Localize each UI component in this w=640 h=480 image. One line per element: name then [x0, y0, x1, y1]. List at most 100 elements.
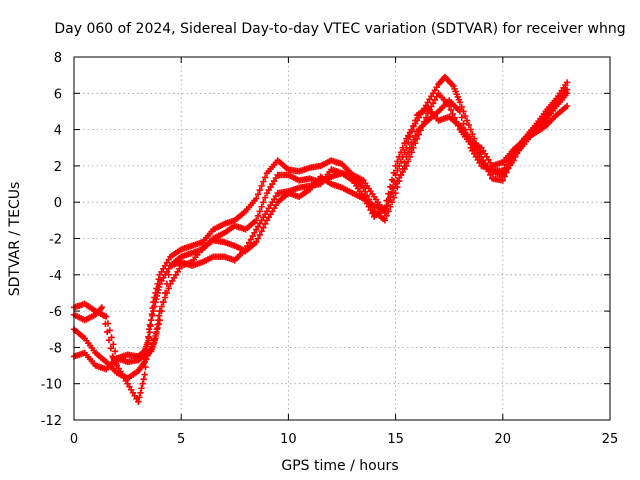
data-point [254, 212, 262, 220]
data-point [261, 174, 269, 181]
data-point [146, 321, 154, 328]
data-point [390, 185, 398, 192]
data-point [107, 345, 115, 352]
data-point [429, 100, 437, 107]
data-point [385, 208, 392, 215]
data-point [165, 285, 172, 292]
data-point [100, 312, 107, 319]
data-point [422, 114, 430, 121]
data-point [403, 162, 410, 170]
data-point [449, 110, 456, 118]
data-point [163, 289, 171, 297]
x-tick-label: 25 [602, 432, 619, 447]
y-tick-label: -6 [49, 305, 62, 320]
data-point [499, 168, 506, 175]
data-point [160, 298, 167, 306]
series-day-a [70, 102, 571, 362]
data-point [563, 102, 571, 110]
data-point [258, 182, 265, 190]
data-point [412, 140, 419, 147]
data-point [401, 140, 408, 147]
data-point [420, 118, 428, 125]
data-point [102, 320, 109, 328]
data-point [419, 122, 426, 130]
data-point [415, 131, 423, 138]
data-point [447, 106, 455, 114]
series-day-b [70, 73, 571, 406]
data-point [105, 336, 113, 344]
data-point [104, 328, 111, 336]
data-point [383, 202, 390, 209]
data-point [387, 183, 394, 190]
data-point [467, 126, 474, 133]
data-point [161, 294, 169, 301]
data-point [136, 394, 143, 401]
y-tick-label: -4 [49, 269, 62, 284]
data-point [446, 102, 453, 110]
data-point [408, 140, 415, 148]
data-point [417, 127, 424, 134]
data-point [397, 149, 405, 156]
data-point [504, 158, 512, 165]
data-point [387, 203, 394, 210]
data-point [388, 189, 396, 196]
y-tick-label: 4 [54, 124, 62, 139]
data-point [260, 199, 267, 206]
data-point [98, 304, 106, 311]
data-point [249, 232, 256, 240]
series-day-d [70, 90, 571, 373]
data-point [137, 389, 144, 396]
y-tick-label: -10 [41, 378, 62, 393]
data-point [395, 153, 403, 161]
data-point [261, 220, 269, 228]
data-point [149, 312, 156, 319]
data-point [158, 303, 165, 310]
data-point [563, 90, 571, 97]
data-point [499, 177, 506, 184]
chart-title: Day 060 of 2024, Sidereal Day-to-day VTE… [54, 21, 625, 37]
data-point [431, 96, 439, 104]
data-point [139, 380, 146, 387]
data-point [256, 231, 264, 239]
data-point [260, 224, 267, 231]
data-point [458, 103, 465, 111]
data-point [251, 229, 258, 236]
data-point [147, 316, 155, 324]
data-point [261, 194, 269, 201]
data-point [253, 217, 260, 224]
data-point [360, 184, 367, 191]
data-point [462, 112, 469, 120]
data-point [253, 195, 260, 202]
y-axis-label: SDTVAR / TECUs [7, 182, 23, 297]
data-point [144, 341, 151, 348]
data-point [381, 206, 389, 213]
data-point [156, 307, 163, 315]
y-tick-label: -2 [49, 233, 62, 248]
data-point [487, 171, 494, 179]
data-point [145, 333, 152, 341]
data-point [392, 162, 399, 170]
data-point [394, 158, 401, 165]
data-point [404, 158, 412, 165]
data-point [145, 326, 153, 333]
data-point [385, 197, 392, 205]
data-point [465, 121, 473, 129]
data-point [258, 203, 265, 210]
x-tick-label: 20 [495, 432, 512, 447]
y-tick-label: 8 [54, 51, 62, 66]
data-point [410, 136, 417, 144]
data-point [260, 178, 267, 185]
data-point [456, 99, 464, 106]
data-point [388, 176, 396, 184]
data-point [462, 126, 469, 133]
x-axis-label: GPS time / hours [281, 458, 398, 474]
data-point [390, 194, 398, 201]
data-point [254, 235, 262, 242]
data-point [363, 192, 371, 199]
data-point [451, 114, 458, 122]
data-point [460, 120, 467, 127]
y-tick-label: 6 [54, 87, 62, 102]
data-point [97, 305, 104, 312]
y-tick-label: 0 [54, 196, 62, 211]
